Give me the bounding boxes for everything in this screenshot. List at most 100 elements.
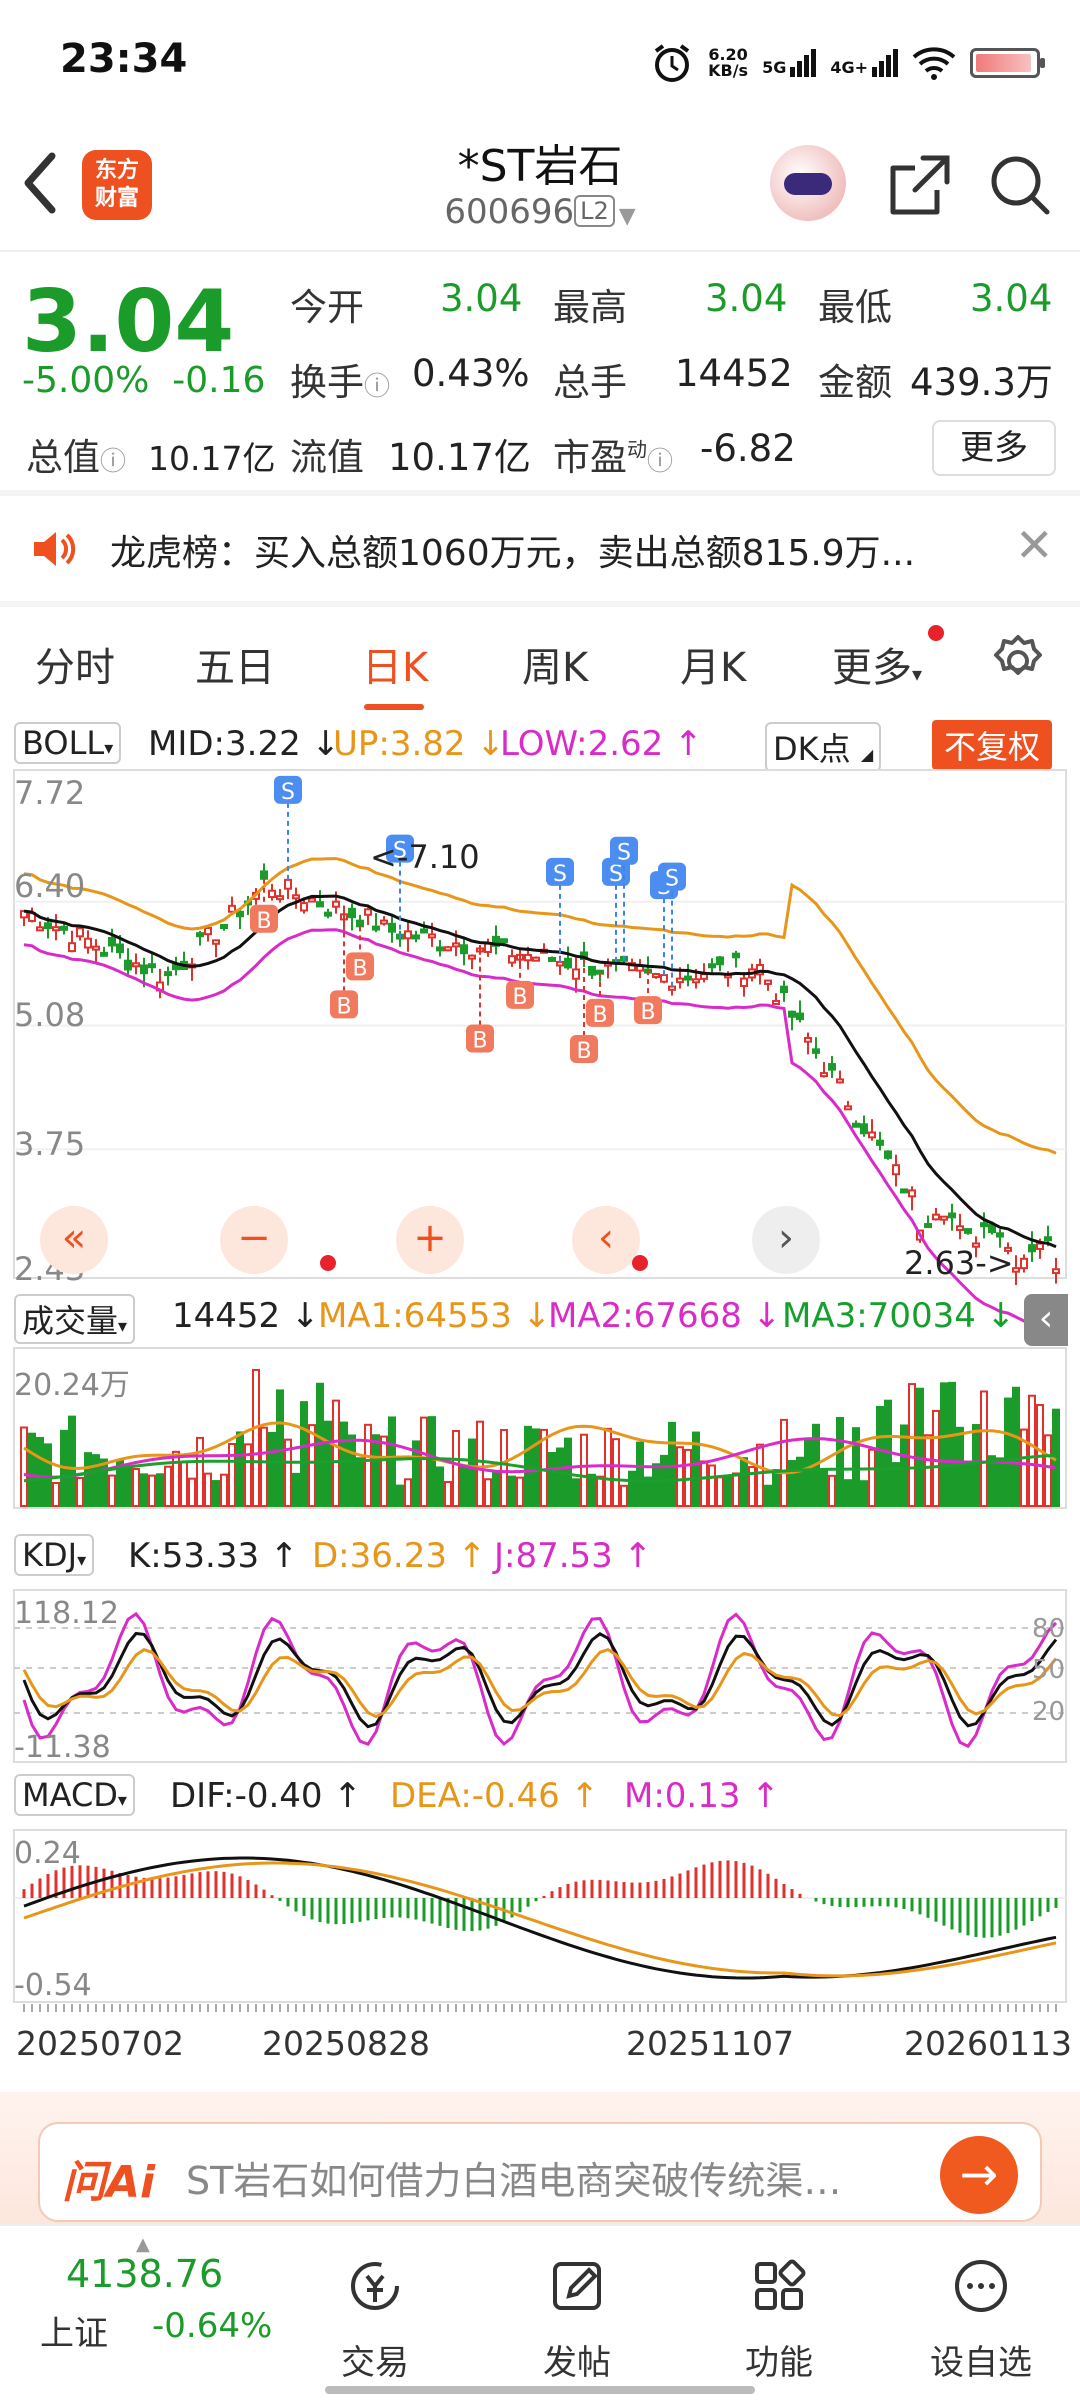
close-icon: ✕ [1015,518,1054,572]
volume-bar [1020,1428,1028,1507]
ai-question-box[interactable]: 问Ai ST岩石如何借力白酒电商突破传统渠… → [38,2122,1042,2222]
ai-go-button[interactable]: → [940,2136,1018,2214]
kline-panel-frame [13,769,1067,1279]
volume-bar [764,1484,772,1507]
chevron-left-icon: ‹ [598,1215,614,1261]
ai-logo: 问Ai [62,2157,156,2208]
candle [220,924,228,931]
min-price-label: 2.63-> [904,1244,1014,1282]
tab-daily-k[interactable]: 日K [362,645,429,691]
nav-post[interactable]: 发帖 [512,2256,642,2384]
tab-monthly-k[interactable]: 月K [680,645,747,691]
svg-text:S: S [553,862,567,887]
back-button[interactable] [20,148,60,229]
candle [276,888,284,903]
volume-bar [380,1435,388,1507]
candle [884,1150,892,1160]
candle [788,1010,796,1031]
index-value[interactable]: 4138.76 [66,2252,224,2296]
volume-bar [644,1476,652,1507]
volume-bar [692,1431,700,1507]
volume-bar [892,1462,900,1508]
ai-assistant-bar: 问Ai ST岩石如何借力白酒电商突破传统渠… → [0,2092,1080,2224]
nav-add-watchlist[interactable]: 设自选 [916,2256,1046,2384]
collapse-panel-button[interactable]: ‹ [1024,1294,1068,1346]
total-value-label[interactable]: 总值ⓘ [26,436,127,479]
candle [108,928,116,953]
caret-down-icon: ▼ [618,204,636,229]
sell-marker: S [658,862,686,987]
candle [292,887,300,909]
nav-trade[interactable]: 交易 [310,2256,440,2384]
fast-back-button[interactable]: « [40,1206,108,1274]
volume-bar [508,1475,516,1508]
tab-more[interactable]: 更多▾ [832,645,923,691]
axis-label-2: 6.40 [14,867,86,905]
svg-text:S: S [609,862,623,887]
home-indicator[interactable] [325,2386,755,2394]
ai-question-text[interactable]: ST岩石如何借力白酒电商突破传统渠… [186,2159,842,2203]
stock-code: 600696 [444,192,575,232]
volume-bar [244,1443,252,1507]
volume-bar [572,1478,580,1508]
notice-text[interactable]: 龙虎榜：买入总额1060万元，卖出总额815.9万... [110,533,916,574]
volume-selector[interactable]: 成交量▾ [14,1294,136,1344]
tab-five-day[interactable]: 五日 [195,645,275,691]
close-notice-button[interactable]: ✕ [1015,518,1054,572]
candle [996,1229,1004,1248]
svg-text:S: S [281,780,295,805]
boll-mid: MID:3.22 ↓ [148,724,340,764]
candle [980,1212,988,1239]
zoom-out-button[interactable]: − [220,1206,288,1274]
volume-bar [516,1476,524,1508]
candle [804,1032,812,1055]
pe-label[interactable]: 市盈动ⓘ [553,436,674,479]
more-quote-button[interactable]: 更多 [932,420,1056,476]
candle [236,907,244,930]
low-label: 最低 [818,286,892,329]
candle [796,1000,804,1023]
notice-bar[interactable]: 龙虎榜：买入总额1060万元，卖出总额815.9万... ✕ [0,496,1080,601]
step-back-button[interactable]: ‹ [572,1206,640,1274]
kdj-selector[interactable]: KDJ▾ [14,1534,95,1576]
zoom-in-button[interactable]: + [396,1206,464,1274]
volume-bar [940,1382,948,1508]
volume-bar [836,1416,844,1507]
macd-selector[interactable]: MACD▾ [14,1774,135,1816]
nav-functions[interactable]: 功能 [714,2256,844,2384]
info-icon: ⓘ [647,447,674,477]
volume-ma3-line [23,1453,1057,1483]
gear-icon[interactable] [990,633,1046,689]
turnover-label[interactable]: 换手ⓘ [290,361,391,404]
volume-bar [596,1475,604,1508]
svg-text:B: B [352,956,367,981]
marker-dot [320,1255,336,1271]
divider [0,490,1080,496]
volume-bar [52,1481,60,1508]
volume-axis-top: 20.24万 [14,1368,130,1403]
tab-weekly-k[interactable]: 周K [522,645,589,691]
search-button[interactable] [985,150,1055,220]
volume-bar [612,1438,620,1508]
volume-bar [268,1431,276,1507]
volume-bar [748,1466,756,1507]
volume-bar [356,1457,364,1507]
step-forward-button[interactable]: › [752,1206,820,1274]
stock-code-selector[interactable]: 600696 L2 ▼ [0,192,1080,232]
boll-selector[interactable]: BOLL▾ [14,722,122,764]
kdj-ref-50: 50 [1032,1655,1066,1685]
trade-icon [351,2262,399,2310]
share-button[interactable] [885,150,955,220]
volume-bar [788,1460,796,1508]
info-icon: ⓘ [364,372,391,402]
kline-chart[interactable]: BSBBSBBSBBSSBSS [0,768,1080,2090]
adjust-type-button[interactable]: 不复权 [932,720,1053,770]
total-value: 10.17亿 [148,439,276,478]
tab-intraday[interactable]: 分时 [35,645,115,691]
app-logo[interactable]: 东方 财富 [82,150,152,220]
candle [324,908,332,919]
index-name[interactable]: 上证 [40,2314,108,2354]
ai-robot-icon[interactable] [770,145,846,221]
volume-bar [700,1460,708,1507]
dk-point-selector[interactable]: DK点 ◢ [765,722,882,772]
